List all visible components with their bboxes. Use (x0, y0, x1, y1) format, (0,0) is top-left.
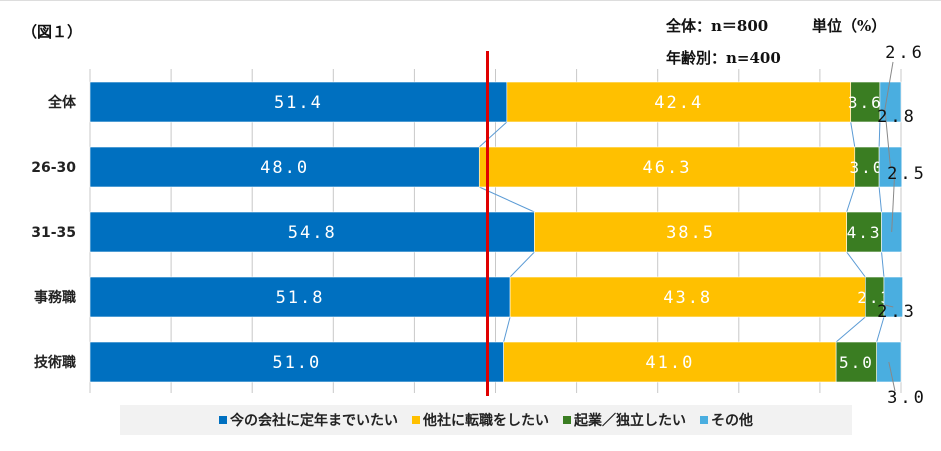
category-label: 31-35 (31, 225, 76, 241)
leader-line (884, 109, 891, 168)
figure-label: （図１） (22, 23, 83, 41)
leader-line (884, 304, 894, 308)
legend-item: その他 (700, 410, 753, 430)
data-label: 48.0 (260, 158, 309, 178)
data-label: 51.0 (272, 353, 321, 373)
leader-line (883, 61, 894, 113)
data-label: 43.8 (663, 288, 712, 308)
bar-segment (850, 81, 881, 123)
data-label: 38.5 (666, 223, 715, 243)
data-label: 3.0 (887, 388, 927, 408)
data-label: 2.3 (877, 302, 917, 322)
bar-segment (854, 146, 880, 188)
bar-segment (506, 81, 852, 123)
data-label: 5.0 (839, 353, 874, 372)
series-connector-line (878, 121, 881, 148)
category-label: 全体 (47, 94, 77, 111)
bar-segment (503, 341, 837, 383)
series-connector-line (876, 316, 885, 343)
bar-segment (89, 146, 480, 188)
data-label: 42.4 (654, 93, 703, 113)
data-label: 4.3 (847, 223, 882, 242)
series-connector-line (846, 251, 866, 278)
legend-label: その他 (711, 413, 753, 429)
category-label: 26-30 (31, 160, 76, 176)
bar-segment (89, 341, 504, 383)
series-connector-line (881, 251, 885, 278)
series-connector-line (503, 316, 511, 343)
series-connector-line (509, 251, 535, 278)
legend-swatch (700, 416, 708, 424)
legend-swatch (219, 416, 227, 424)
bar-segment (534, 211, 847, 253)
unit-label: 単位（%） (812, 17, 887, 35)
series-connector-line (478, 121, 508, 148)
legend: 今の会社に定年までいたい 他社に転職をしたい 起業／独立したい その他 (120, 405, 852, 435)
sample-size-age: 年齢別：n=400 (666, 49, 781, 67)
data-label: 54.8 (288, 223, 337, 243)
legend-item: 他社に転職をしたい (412, 410, 549, 430)
series-connector-line (835, 316, 866, 343)
leader-line (891, 166, 896, 233)
data-label: 51.4 (274, 93, 323, 113)
legend-item: 今の会社に定年までいたい (219, 410, 398, 430)
legend-swatch (412, 416, 420, 424)
legend-swatch (563, 416, 571, 424)
data-label: 2.8 (877, 107, 917, 127)
category-label: 技術職 (34, 354, 76, 371)
legend-item: 起業／独立したい (563, 410, 686, 430)
data-label: 41.0 (645, 353, 694, 373)
data-label: 2.6 (885, 43, 925, 63)
series-connector-line (846, 186, 856, 213)
leader-line (888, 361, 896, 392)
bar-segment (876, 341, 902, 383)
legend-label: 他社に転職をしたい (423, 413, 549, 429)
data-label: 51.8 (276, 288, 325, 308)
category-label: 事務職 (34, 289, 76, 306)
sample-size-total: 全体：n＝800 (666, 17, 769, 35)
data-label: 3.6 (848, 93, 883, 112)
bar-segment (478, 146, 856, 188)
bar-segment (883, 276, 903, 318)
bar-segment (89, 276, 511, 318)
data-label: 3.0 (849, 158, 884, 177)
data-label: 2.5 (887, 164, 927, 184)
bar-segment (509, 276, 866, 318)
bar-segment (878, 146, 903, 188)
bar-segment (89, 211, 535, 253)
series-connector-line (850, 121, 856, 148)
data-label: 2.3 (857, 288, 892, 307)
series-connector-line (878, 186, 883, 213)
legend-label: 今の会社に定年までいたい (230, 413, 398, 429)
data-label: 46.3 (643, 158, 692, 178)
bar-segment (89, 81, 508, 123)
legend-label: 起業／独立したい (574, 413, 686, 429)
